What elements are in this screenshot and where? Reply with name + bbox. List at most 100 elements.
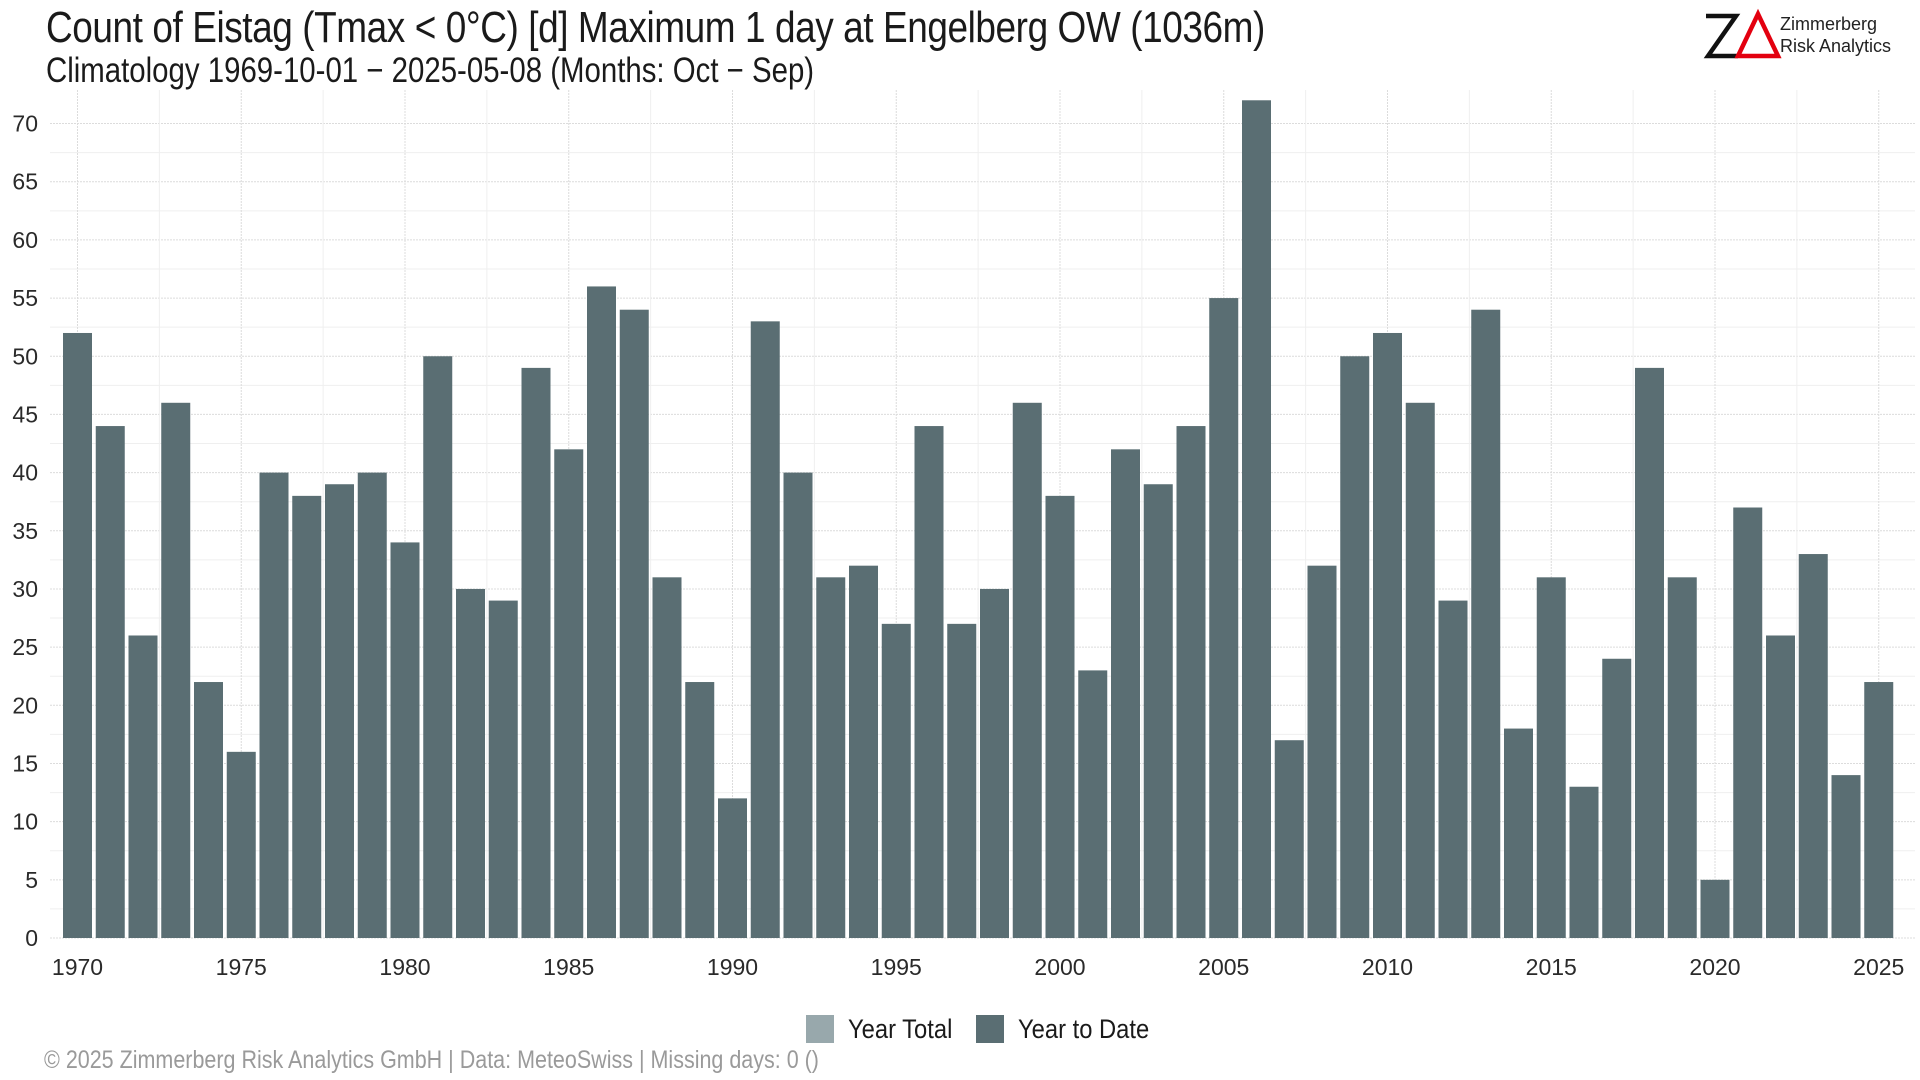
bar-2021 [1733,507,1763,938]
x-tick-label: 2000 [1034,954,1085,980]
bar-2000 [1045,495,1075,938]
logo-text-line2: Risk Analytics [1780,36,1892,56]
bar-1977 [292,495,322,938]
bar-1973 [161,402,191,938]
y-tick-label: 50 [12,343,38,369]
y-tick-label: 60 [12,227,38,253]
bar-1992 [783,472,813,938]
legend-label-year-to-date: Year to Date [1018,1013,1150,1044]
bar-1994 [849,565,878,938]
y-tick-label: 15 [12,750,38,776]
bar-2003 [1143,484,1173,938]
bar-1990 [718,798,747,938]
bar-1971 [95,426,125,938]
bar-2004 [1176,426,1206,938]
bar-2015 [1536,577,1566,938]
bar-1993 [816,577,846,938]
bar-1972 [128,635,158,938]
company-logo: Zimmerberg Risk Analytics [1700,8,1900,64]
bar-2019 [1667,577,1697,938]
bar-2025 [1864,682,1894,938]
bar-1999 [1012,402,1042,938]
x-tick-label: 1990 [707,954,758,980]
legend-label-year-total: Year Total [848,1013,953,1044]
bar-2001 [1078,670,1108,938]
bar-1991 [750,321,780,939]
logo-text-line1: Zimmerberg [1780,14,1878,34]
bar-1998 [980,588,1009,938]
bar-1970 [63,332,92,939]
bar-1986 [587,286,616,938]
bar-1985 [554,449,584,938]
x-tick-label: 2015 [1526,954,1577,980]
bar-2017 [1602,658,1632,938]
bar-2009 [1340,356,1370,938]
x-tick-label: 2010 [1362,954,1413,980]
bar-2020 [1700,879,1730,938]
bar-2007 [1274,740,1304,938]
bar-1974 [194,682,223,938]
bar-1976 [259,472,289,938]
y-tick-label: 25 [12,634,38,660]
legend: Year Total Year to Date [0,1012,1920,1046]
y-tick-label: 65 [12,169,38,195]
bar-2006 [1242,100,1271,938]
bar-2012 [1438,600,1468,938]
y-axis-tick-labels: 0 5 10 15 20 25 30 35 40 45 50 55 60 65 70 [12,111,38,951]
y-tick-label: 5 [25,867,38,893]
x-tick-label: 2025 [1853,954,1904,980]
x-tick-label: 1995 [871,954,922,980]
bar-1988 [652,577,682,938]
bar-2008 [1307,565,1337,938]
footer-credits: © 2025 Zimmerberg Risk Analytics GmbH | … [44,1046,819,1074]
y-tick-label: 35 [12,518,38,544]
x-axis-tick-labels: 1970 1975 1980 1985 1990 1995 2000 2005 2010 2015… [52,954,1904,980]
y-tick-label: 30 [12,576,38,602]
bar-2002 [1111,449,1140,938]
bar-1987 [619,309,649,939]
bar-2014 [1504,728,1533,938]
x-tick-label: 1985 [543,954,594,980]
bar-1997 [947,623,977,938]
bars [63,100,1894,939]
y-tick-label: 40 [12,460,38,486]
legend-swatch-year-to-date [976,1015,1004,1043]
bar-1981 [423,356,453,938]
y-tick-label: 0 [25,925,38,951]
legend-swatch-year-total [806,1015,834,1043]
bar-2011 [1405,402,1435,938]
bar-2023 [1798,554,1828,938]
bar-2024 [1831,775,1861,938]
bar-2013 [1471,309,1501,939]
bar-2016 [1569,786,1599,938]
y-tick-label: 70 [12,111,38,137]
legend-item-year-total: Year Total [806,1012,967,1046]
y-tick-label: 10 [12,809,38,835]
bar-1984 [521,367,551,938]
y-tick-label: 20 [12,692,38,718]
x-tick-label: 2005 [1198,954,1249,980]
bar-1983 [488,600,518,938]
x-tick-label: 2020 [1689,954,1740,980]
chart-subtitle: Climatology 1969-10-01 − 2025-05-08 (Mon… [46,51,815,90]
bar-2022 [1766,635,1795,938]
bar-2005 [1209,298,1239,938]
chart-title: Count of Eistag (Tmax < 0°C) [d] Maximum… [46,3,1265,52]
x-tick-label: 1980 [379,954,430,980]
bar-1995 [881,623,911,938]
x-tick-label: 1975 [216,954,267,980]
y-tick-label: 55 [12,285,38,311]
bar-1979 [357,472,387,938]
logo-mark-icon [1703,8,1782,59]
bar-2018 [1635,367,1664,938]
bar-1980 [390,542,420,938]
bar-1978 [325,484,354,938]
x-tick-label: 1970 [52,954,103,980]
bar-1989 [685,682,715,938]
legend-item-year-to-date: Year to Date [976,1012,1167,1046]
bar-1996 [914,426,944,938]
bar-1982 [456,588,485,938]
bar-1975 [226,751,256,938]
y-tick-label: 45 [12,401,38,427]
